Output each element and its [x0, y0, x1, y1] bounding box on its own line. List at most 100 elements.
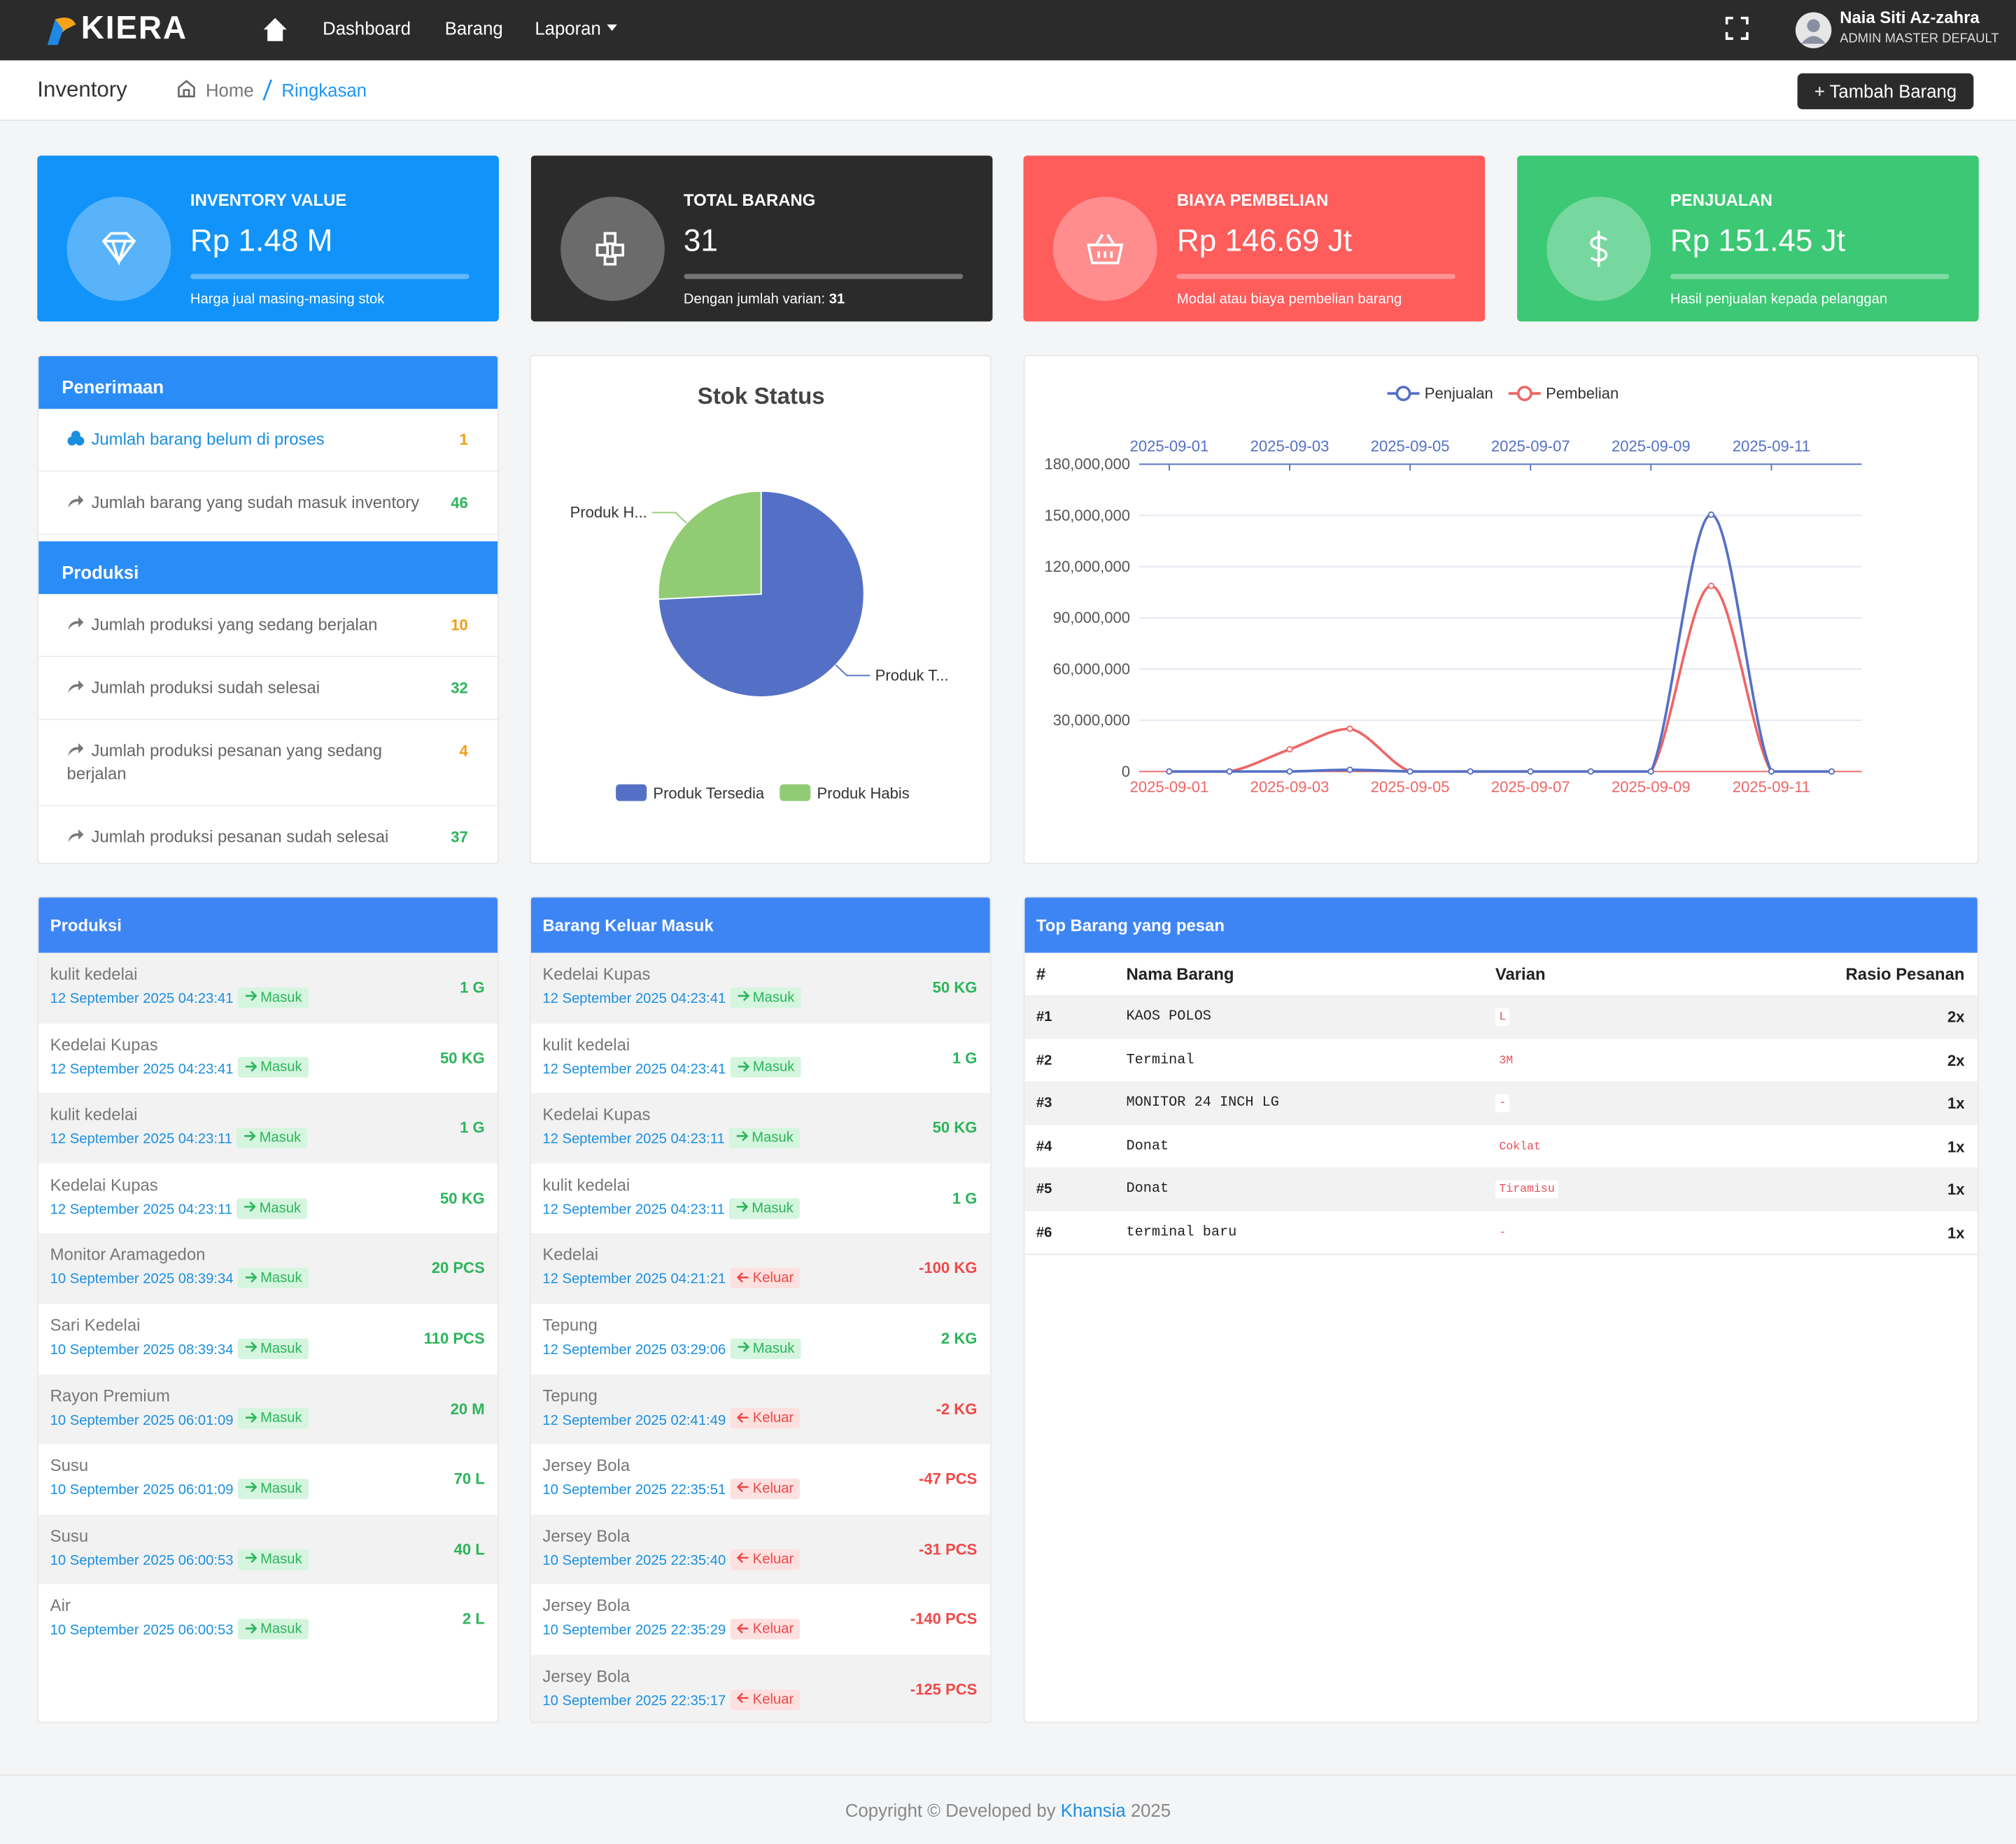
item-label: Jumlah produksi pesanan yang sedang berj…	[66, 740, 383, 783]
item-date: 12 September 2025 04:23:41	[542, 991, 726, 1007]
x-tick-label: 2025-09-03	[1250, 437, 1330, 455]
item-meta: 12 September 2025 04:23:11 Masuk	[50, 1197, 308, 1220]
item-meta: 10 September 2025 22:35:29 Keluar	[542, 1618, 801, 1641]
footer-link[interactable]: Khansia	[1060, 1800, 1126, 1821]
legend-label: Pembelian	[1546, 385, 1619, 402]
item-name: Jersey Bola	[542, 1666, 630, 1686]
line-panel: 0 30,000,000 60,000,000 90,000,000 120,000,0…	[1023, 355, 1979, 864]
point	[1707, 582, 1714, 589]
log-row: kulit kedelai 12 September 2025 04:23:11 M…	[530, 1163, 990, 1234]
point	[1226, 768, 1233, 775]
fullscreen-icon[interactable]	[1725, 16, 1749, 40]
user-role: ADMIN MASTER DEFAULT	[1840, 31, 1999, 47]
item-qty: -100 KG	[919, 1259, 978, 1278]
direction-text: Keluar	[752, 1621, 794, 1638]
point	[1707, 511, 1714, 518]
stat-card: INVENTORY VALUE Rp 1.48 M Harga jual masin…	[37, 155, 499, 322]
stat-note-text: Modal atau biaya pembelian barang	[1176, 292, 1402, 308]
item-date: 10 September 2025 22:35:17	[542, 1693, 726, 1709]
menu-link[interactable]: Laporan	[535, 17, 601, 39]
point	[1828, 768, 1835, 775]
item-qty: 2 L	[462, 1610, 485, 1628]
item-meta: 10 September 2025 22:35:17 Keluar	[542, 1688, 801, 1711]
stat-card: BIAYA PEMBELIAN Rp 146.69 Jt Modal atau bi…	[1024, 155, 1486, 322]
line-chart: 0 30,000,000 60,000,000 90,000,000 120,000,0…	[1045, 385, 1862, 796]
stat-label: BIAYA PEMBELIAN	[1176, 190, 1329, 210]
item-icon	[67, 430, 85, 446]
legend-label: Produk Habis	[817, 784, 910, 802]
item-qty: 40 L	[453, 1540, 485, 1558]
item-name: Tepung	[542, 1315, 598, 1335]
direction-badge: Masuk	[237, 987, 309, 1008]
add-button[interactable]: + Tambah Barang	[1797, 73, 1974, 110]
table-row: #6 terminal baru - 1x	[1024, 1210, 1978, 1255]
home-icon[interactable]	[261, 15, 289, 43]
direction-text: Masuk	[260, 1551, 302, 1567]
item-name: Air	[50, 1596, 71, 1616]
direction-badge: Masuk	[236, 1197, 308, 1219]
rank: #1	[1036, 1009, 1052, 1025]
summary-item: Jumlah barang yang sudah masuk inventory…	[38, 472, 498, 535]
variant: 3M	[1495, 1051, 1517, 1069]
direction-badge: Masuk	[237, 1338, 309, 1359]
item-icon	[68, 495, 84, 508]
log-row: Jersey Bola 10 September 2025 22:35:40 Kel…	[530, 1514, 990, 1585]
badge-arrow	[244, 1131, 256, 1142]
item-count: 46	[451, 493, 468, 512]
variant: Tiramisu	[1495, 1180, 1559, 1199]
direction-badge: Masuk	[729, 987, 801, 1008]
table-row: #5 Donat Tiramisu 1x	[1024, 1167, 1978, 1212]
legend-swatch	[780, 784, 811, 801]
panel-header: Barang Keluar Masuk	[530, 897, 990, 953]
item-date: 10 September 2025 06:00:53	[50, 1623, 234, 1639]
log-row: Susu 10 September 2025 06:01:09 Masuk 70 L	[38, 1444, 498, 1515]
avatar[interactable]	[1795, 12, 1832, 49]
x-tick-label: 2025-09-11	[1733, 437, 1810, 455]
item-date: 10 September 2025 08:39:34	[50, 1342, 234, 1358]
item-name: Tepung	[542, 1385, 598, 1405]
x-tick-label: 2025-09-03	[1250, 778, 1330, 796]
item-name: Susu	[50, 1526, 89, 1546]
pie-slice	[657, 490, 762, 600]
table-row: #3 MONITOR 24 INCH LG - 1x	[1024, 1081, 1978, 1126]
badge-arrow	[737, 1342, 749, 1353]
item-meta: 12 September 2025 04:23:11 Masuk	[542, 1127, 801, 1150]
badge-arrow	[245, 1623, 257, 1633]
item-label: Jumlah barang yang sudah masuk inventory	[91, 492, 420, 512]
item-qty: -140 PCS	[910, 1610, 978, 1628]
summary-item: Jumlah produksi yang sedang berjalan 10	[38, 594, 498, 657]
y-tick-label: 30,000,000	[1053, 712, 1130, 729]
stat-value: Rp 151.45 Jt	[1670, 223, 1845, 259]
item-qty: -2 KG	[936, 1400, 978, 1418]
stat-note: Hasil penjualan kepada pelanggan	[1670, 292, 1887, 307]
menu-link[interactable]: Barang	[444, 17, 503, 39]
table-row: #2 Terminal 3M 2x	[1024, 1038, 1978, 1083]
column-header: Varian	[1495, 964, 1546, 984]
item-qty: 50 KG	[932, 1118, 978, 1137]
item-name: kulit kedelai	[50, 1104, 138, 1125]
stat-icon	[1546, 197, 1651, 301]
stat-progress	[1670, 274, 1950, 279]
item-date: 12 September 2025 04:23:11	[50, 1132, 232, 1148]
direction-text: Masuk	[260, 1340, 302, 1356]
item-name: Jersey Bola	[542, 1456, 630, 1475]
badge-arrow	[245, 1342, 257, 1353]
log-row: Tepung 12 September 2025 03:29:06 Masuk 2 K…	[530, 1304, 990, 1374]
variant: Coklat	[1495, 1137, 1545, 1155]
item-meta: 12 September 2025 03:29:06 Masuk	[542, 1337, 801, 1360]
direction-badge: Keluar	[729, 1478, 801, 1500]
menu-link[interactable]: Dashboard	[323, 17, 411, 39]
badge-arrow	[244, 1202, 256, 1212]
label-line	[652, 512, 687, 524]
item-qty: 20 PCS	[431, 1259, 485, 1278]
rank: #4	[1036, 1138, 1052, 1155]
direction-text: Keluar	[752, 1691, 794, 1708]
panel-header: Produksi	[38, 897, 498, 953]
item-meta: 12 September 2025 02:41:49 Keluar	[542, 1407, 801, 1430]
item-name: Donat	[1126, 1181, 1169, 1197]
legend-label: Produk Tersedia	[653, 784, 765, 802]
item-meta: 12 September 2025 04:23:41 Masuk	[542, 1057, 801, 1080]
item-icon	[68, 829, 84, 843]
breadcrumb-item[interactable]: Home	[205, 79, 254, 101]
